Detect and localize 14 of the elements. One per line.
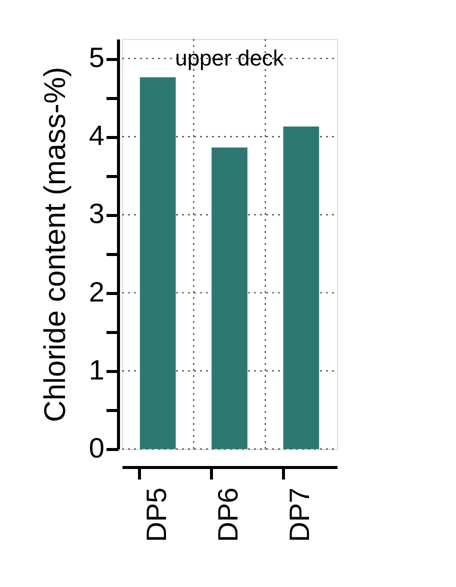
bar [212,148,248,449]
y-tick-label: 0 [88,432,104,464]
bar [140,77,176,449]
annotation: upper deck [175,46,285,71]
x-tick-label: DP6 [212,488,244,542]
x-tick-label: DP7 [284,488,316,542]
bar [283,126,320,449]
y-tick-label: 5 [88,42,104,74]
x-tick-label: DP5 [140,488,172,542]
y-axis-title: Chloride content (mass-%) [38,66,72,422]
y-tick-label: 3 [88,198,104,230]
y-tick-label: 2 [88,276,104,308]
y-tick-label: 1 [88,354,104,386]
y-tick-label: 4 [88,120,104,152]
